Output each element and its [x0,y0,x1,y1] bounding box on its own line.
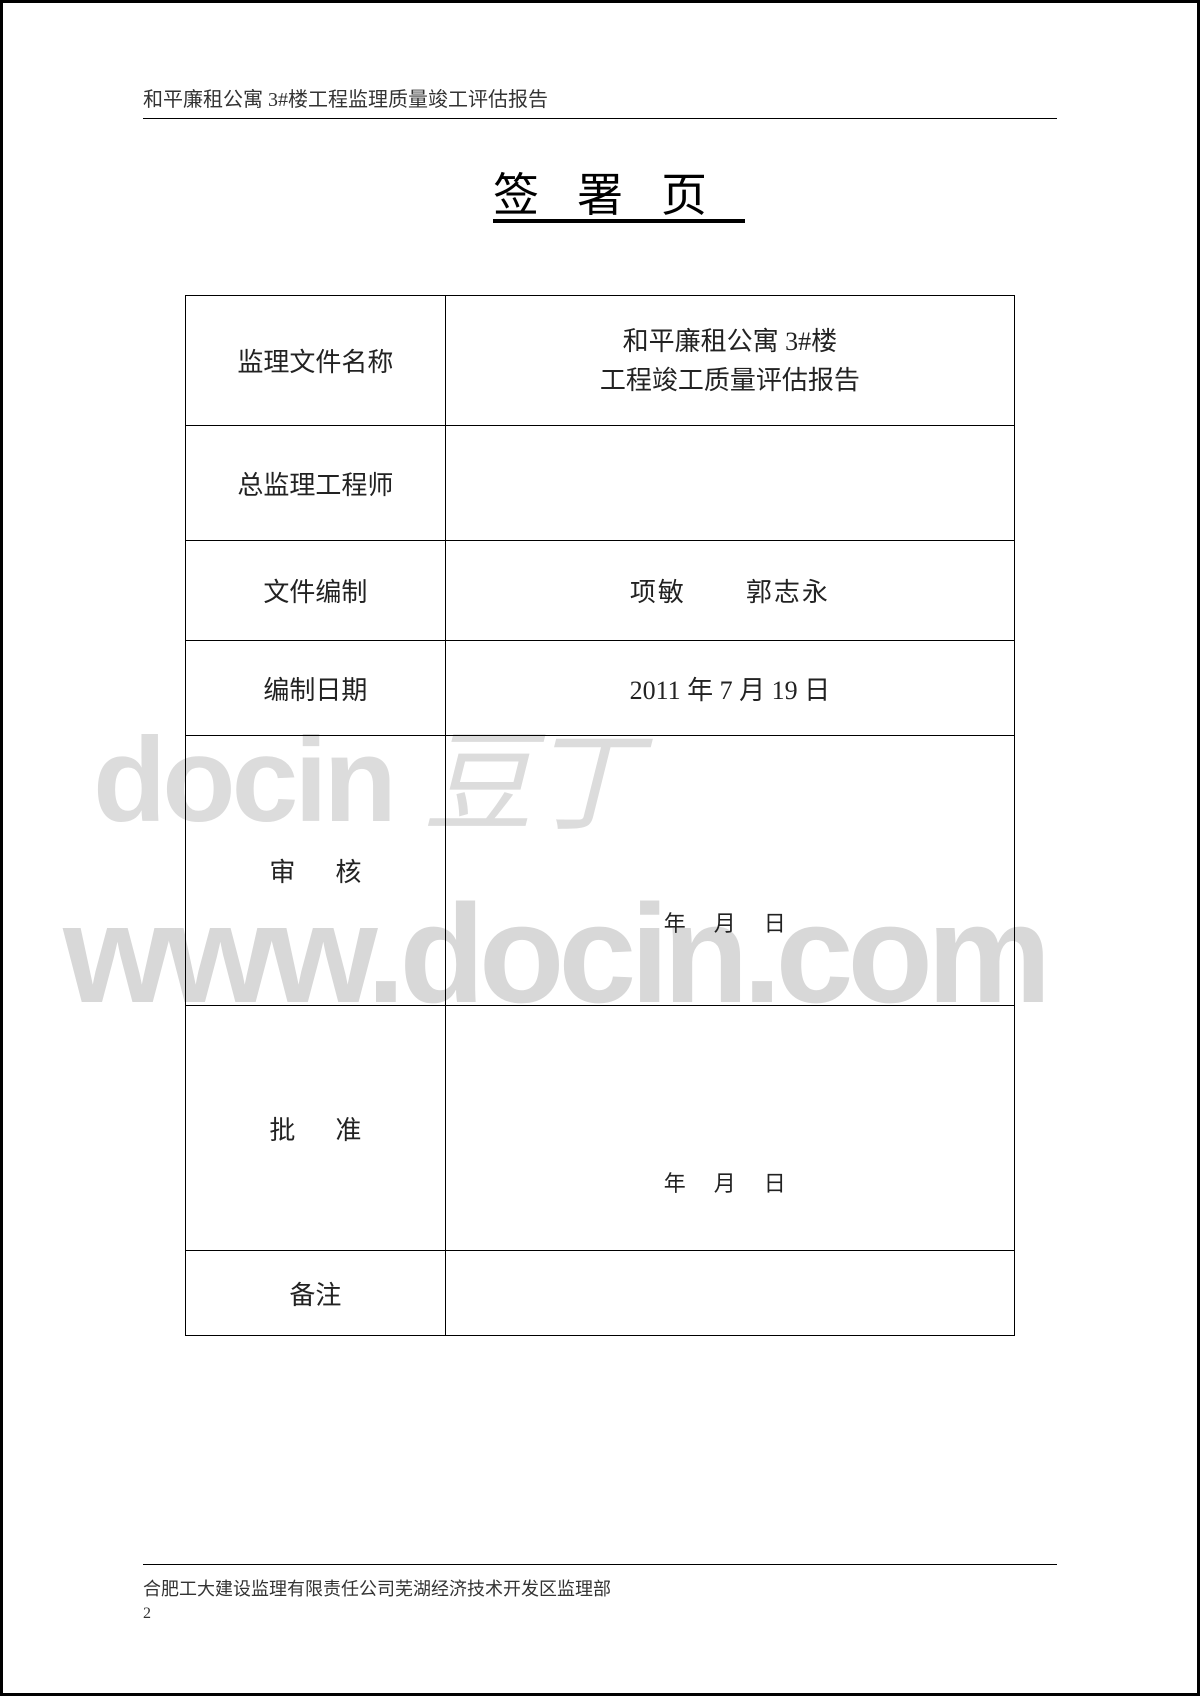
label-chief: 总监理工程师 [186,426,446,541]
row-review: 审核 年月日 [186,736,1015,1006]
doc-name-line1: 和平廉租公寓 3#楼 [464,322,996,361]
row-date: 编制日期 2011 年 7 月 19 日 [186,641,1015,736]
row-doc-name: 监理文件名称 和平廉租公寓 3#楼 工程竣工质量评估报告 [186,296,1015,426]
row-approve: 批准 年月日 [186,1006,1015,1251]
value-compiler: 项敏 郭志永 [445,541,1014,641]
label-doc-name: 监理文件名称 [186,296,446,426]
value-doc-name: 和平廉租公寓 3#楼 工程竣工质量评估报告 [445,296,1014,426]
value-notes [445,1251,1014,1336]
value-review: 年月日 [445,736,1014,1006]
value-chief [445,426,1014,541]
label-review-text: 审核 [229,858,401,887]
label-notes: 备注 [186,1251,446,1336]
compiler-b: 郭志永 [746,578,830,607]
review-date-placeholder: 年月日 [464,746,996,938]
label-approve-text: 批准 [229,1116,401,1145]
label-compiler: 文件编制 [186,541,446,641]
doc-header: 和平廉租公寓 3#楼工程监理质量竣工评估报告 [143,83,1057,119]
value-approve: 年月日 [445,1006,1014,1251]
footer-org: 合肥工大建设监理有限责任公司芜湖经济技术开发区监理部 [143,1575,1057,1601]
row-notes: 备注 [186,1251,1015,1336]
value-date: 2011 年 7 月 19 日 [445,641,1014,736]
row-chief: 总监理工程师 [186,426,1015,541]
approve-date-placeholder: 年月日 [464,1016,996,1198]
signature-table: 监理文件名称 和平廉租公寓 3#楼 工程竣工质量评估报告 总监理工程师 文件编制… [185,295,1015,1336]
footer-page-number: 2 [143,1605,1057,1623]
label-date: 编制日期 [186,641,446,736]
row-compiler: 文件编制 项敏 郭志永 [186,541,1015,641]
label-review: 审核 [186,736,446,1006]
label-approve: 批准 [186,1006,446,1251]
page-title: 签署页 [143,159,1057,225]
doc-name-line2: 工程竣工质量评估报告 [464,361,996,400]
page-footer: 合肥工大建设监理有限责任公司芜湖经济技术开发区监理部 2 [143,1564,1057,1623]
compiler-a: 项敏 [630,578,686,607]
